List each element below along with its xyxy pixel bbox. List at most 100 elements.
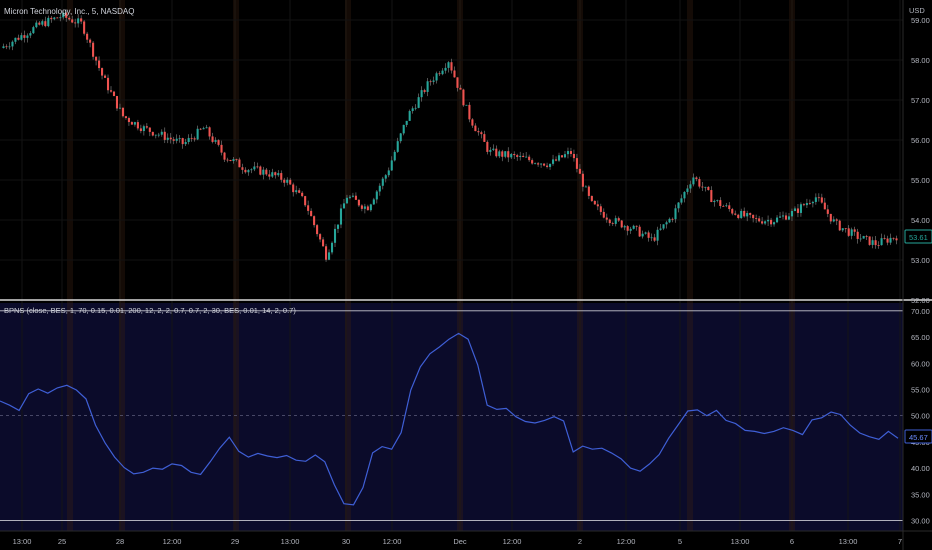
candle-body [758,218,761,222]
candle-body [232,159,235,162]
candle-body [327,252,331,260]
candle-body [862,236,865,239]
candle-body [781,215,785,217]
candle-body [507,151,510,158]
candle-body [172,139,175,141]
candle-body [77,18,80,24]
candle-body [719,200,722,207]
candle-body [778,216,782,218]
candle-body [112,91,116,97]
candle-body [292,184,295,193]
time-tick-label: 13:00 [839,537,858,546]
candle-body [775,217,779,223]
candle-body [313,216,316,226]
time-axis[interactable]: 13:00 25 28 12:00 29 13:00 30 12:00 Dec 12:00 2 12:… [13,537,902,546]
candle-body [734,213,737,215]
candle-body [549,163,552,167]
last-price-label: 53.61 [909,233,928,242]
indicator-pane-background [0,303,903,531]
indicator-tick-label: 40.00 [911,464,930,473]
price-tick-label: 52.00 [911,296,930,305]
candle-body [710,190,713,203]
candle-body [310,210,313,217]
candle-body [244,169,247,173]
candle-body [145,126,148,128]
candle-body [250,169,253,171]
candle-body [626,226,629,231]
last-value-label: 45.67 [909,433,928,442]
candle-body [805,203,808,206]
indicator-axis[interactable]: 70.0065.0060.0055.0050.0045.0040.0035.00… [911,307,930,526]
price-axis[interactable]: 59.00 58.00 57.00 56.00 55.00 54.00 53.00 52.00 [911,16,930,305]
candle-body [501,151,504,157]
candle-body [387,170,390,176]
candle-body [351,195,354,197]
candle-body [880,238,883,246]
candle-body [799,204,802,213]
candle-body [214,140,217,142]
candle-body [569,151,573,154]
candle-body [587,186,590,196]
candle-body [160,131,163,135]
candle-body [363,206,366,209]
indicator-tick-label: 65.00 [911,333,930,342]
time-tick-label: 13:00 [13,537,32,546]
candle-body [378,185,381,192]
candle-body [614,218,617,224]
candle-body [629,228,632,231]
session-stripe [577,0,583,531]
candle-body [611,223,614,224]
candle-body [635,225,638,227]
last-price-badge [904,229,932,244]
candle-body [106,77,110,91]
candle-body [56,17,59,19]
candle-body [289,179,292,185]
candle-body [674,208,677,220]
candle-body [89,39,92,43]
candle-body [118,107,122,109]
candle-body [599,206,602,212]
candle-body [728,205,731,210]
candle-body [790,210,794,217]
candle-body [274,172,277,176]
candle-body [157,134,160,136]
indicator-series [0,332,899,506]
candle-body [80,18,83,22]
candle-body [722,206,725,207]
candle-body [426,81,429,92]
candle-body [375,191,378,200]
candle-body [14,37,17,42]
candle-body [420,90,423,98]
session-stripe [687,0,693,531]
candle-body [701,186,704,188]
price-tick-label: 53.00 [911,256,930,265]
candle-body [390,160,393,171]
candle-body [286,179,289,183]
candle-body [124,116,127,119]
candle-body [525,156,528,158]
candle-body [725,205,728,207]
candle-body [465,104,468,106]
candle-body [823,202,826,210]
candle-body [644,232,647,234]
candle-body [835,219,838,221]
candle-body [767,219,770,222]
candle-body [47,17,50,27]
indicator-tick-label: 30.00 [911,517,930,526]
candle-body [814,197,817,202]
currency-label: USD [909,6,925,15]
candle-body [32,27,35,34]
candle-body [402,124,405,134]
candle-body [211,136,214,142]
candle-body [787,216,791,220]
candle-body [471,119,474,126]
candle-body [847,228,850,236]
candle-body [495,148,498,157]
candle-body [169,137,172,140]
candle-body [584,186,587,188]
candle-body [793,208,797,211]
time-tick-label: 13:00 [281,537,300,546]
candle-body [572,153,575,159]
candle-body [802,204,805,206]
